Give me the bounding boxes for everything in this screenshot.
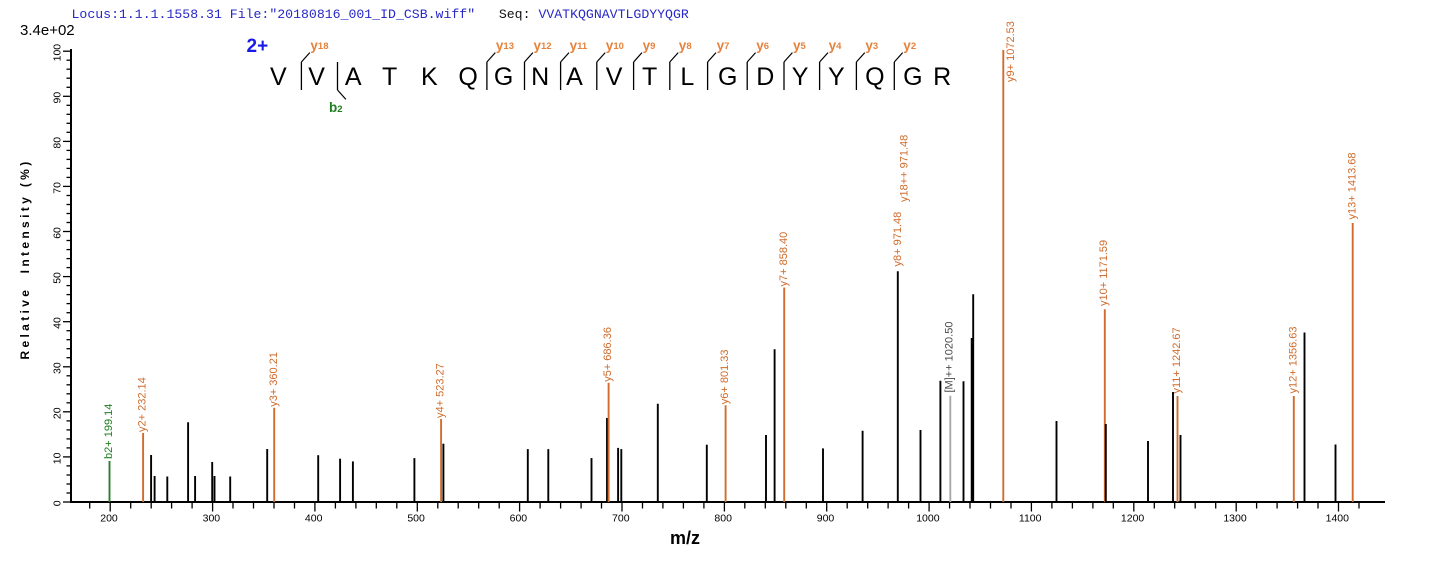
svg-text:y8+ 971.48: y8+ 971.48 xyxy=(892,212,904,267)
svg-text:y5: y5 xyxy=(793,38,807,53)
svg-text:400: 400 xyxy=(305,513,323,525)
svg-text:y18: y18 xyxy=(310,38,328,53)
svg-text:y6+ 801.33: y6+ 801.33 xyxy=(719,349,731,404)
svg-text:1300: 1300 xyxy=(1223,513,1247,525)
svg-text:Y: Y xyxy=(792,63,809,91)
svg-text:Q: Q xyxy=(458,63,477,91)
svg-text:y11: y11 xyxy=(570,38,588,53)
svg-text:1200: 1200 xyxy=(1121,513,1145,525)
svg-text:200: 200 xyxy=(100,513,118,525)
svg-text:G: G xyxy=(718,63,737,91)
svg-text:1000: 1000 xyxy=(916,513,940,525)
svg-text:y9: y9 xyxy=(643,38,656,53)
svg-text:y7+ 858.40: y7+ 858.40 xyxy=(778,232,790,287)
svg-text:1400: 1400 xyxy=(1326,513,1350,525)
svg-text:y2+ 232.14: y2+ 232.14 xyxy=(137,377,149,432)
svg-text:50: 50 xyxy=(52,272,64,284)
svg-text:y13: y13 xyxy=(496,38,514,53)
svg-text:K: K xyxy=(421,63,438,91)
svg-text:800: 800 xyxy=(714,513,732,525)
svg-text:N: N xyxy=(531,63,549,91)
svg-text:T: T xyxy=(642,63,657,91)
svg-text:y6: y6 xyxy=(756,38,769,53)
svg-text:0: 0 xyxy=(52,500,64,506)
svg-text:R: R xyxy=(933,63,951,91)
svg-text:D: D xyxy=(756,63,774,91)
svg-text:[M]++ 1020.50: [M]++ 1020.50 xyxy=(943,322,955,393)
svg-text:100: 100 xyxy=(52,44,64,62)
svg-text:T: T xyxy=(382,63,397,91)
svg-text:L: L xyxy=(680,63,694,91)
svg-text:2+: 2+ xyxy=(247,36,269,57)
svg-text:y4: y4 xyxy=(829,38,843,53)
svg-text:600: 600 xyxy=(510,513,528,525)
svg-text:y5+ 686.36: y5+ 686.36 xyxy=(602,327,614,382)
svg-text:70: 70 xyxy=(52,182,64,194)
svg-text:G: G xyxy=(903,63,922,91)
svg-text:500: 500 xyxy=(407,513,425,525)
svg-text:700: 700 xyxy=(612,513,630,525)
svg-text:y9+ 1072.53: y9+ 1072.53 xyxy=(1005,21,1017,82)
svg-text:300: 300 xyxy=(203,513,221,525)
svg-text:y4+ 523.27: y4+ 523.27 xyxy=(435,363,447,418)
svg-text:30: 30 xyxy=(52,362,64,374)
svg-text:60: 60 xyxy=(52,227,64,239)
svg-text:20: 20 xyxy=(52,407,64,419)
svg-text:80: 80 xyxy=(52,137,64,149)
svg-text:900: 900 xyxy=(817,513,835,525)
svg-text:y8: y8 xyxy=(679,38,692,53)
svg-text:y13+ 1413.68: y13+ 1413.68 xyxy=(1346,153,1358,220)
svg-text:G: G xyxy=(494,63,513,91)
svg-text:b2+ 199.14: b2+ 199.14 xyxy=(103,404,115,459)
svg-text:A: A xyxy=(345,63,362,91)
svg-text:y2: y2 xyxy=(903,38,916,53)
svg-text:90: 90 xyxy=(52,92,64,104)
svg-text:40: 40 xyxy=(52,317,64,329)
svg-text:y11+ 1242.67: y11+ 1242.67 xyxy=(1171,327,1183,393)
svg-text:Y: Y xyxy=(828,63,845,91)
svg-text:V: V xyxy=(606,63,623,91)
svg-text:y12+ 1356.63: y12+ 1356.63 xyxy=(1287,327,1299,394)
svg-text:y3: y3 xyxy=(865,38,878,53)
svg-text:Q: Q xyxy=(865,63,884,91)
svg-text:V: V xyxy=(308,63,325,91)
svg-text:y7: y7 xyxy=(717,38,730,53)
svg-text:y10+ 1171.59: y10+ 1171.59 xyxy=(1098,240,1110,306)
svg-text:y10: y10 xyxy=(606,38,624,53)
svg-text:y12: y12 xyxy=(534,38,552,53)
svg-text:A: A xyxy=(566,63,583,91)
svg-text:y3+ 360.21: y3+ 360.21 xyxy=(268,352,280,407)
svg-text:V: V xyxy=(270,63,287,91)
svg-text:b2: b2 xyxy=(329,100,343,115)
svg-text:10: 10 xyxy=(52,452,64,464)
svg-text:y18++ 971.48: y18++ 971.48 xyxy=(898,135,910,202)
svg-text:1100: 1100 xyxy=(1019,513,1042,525)
